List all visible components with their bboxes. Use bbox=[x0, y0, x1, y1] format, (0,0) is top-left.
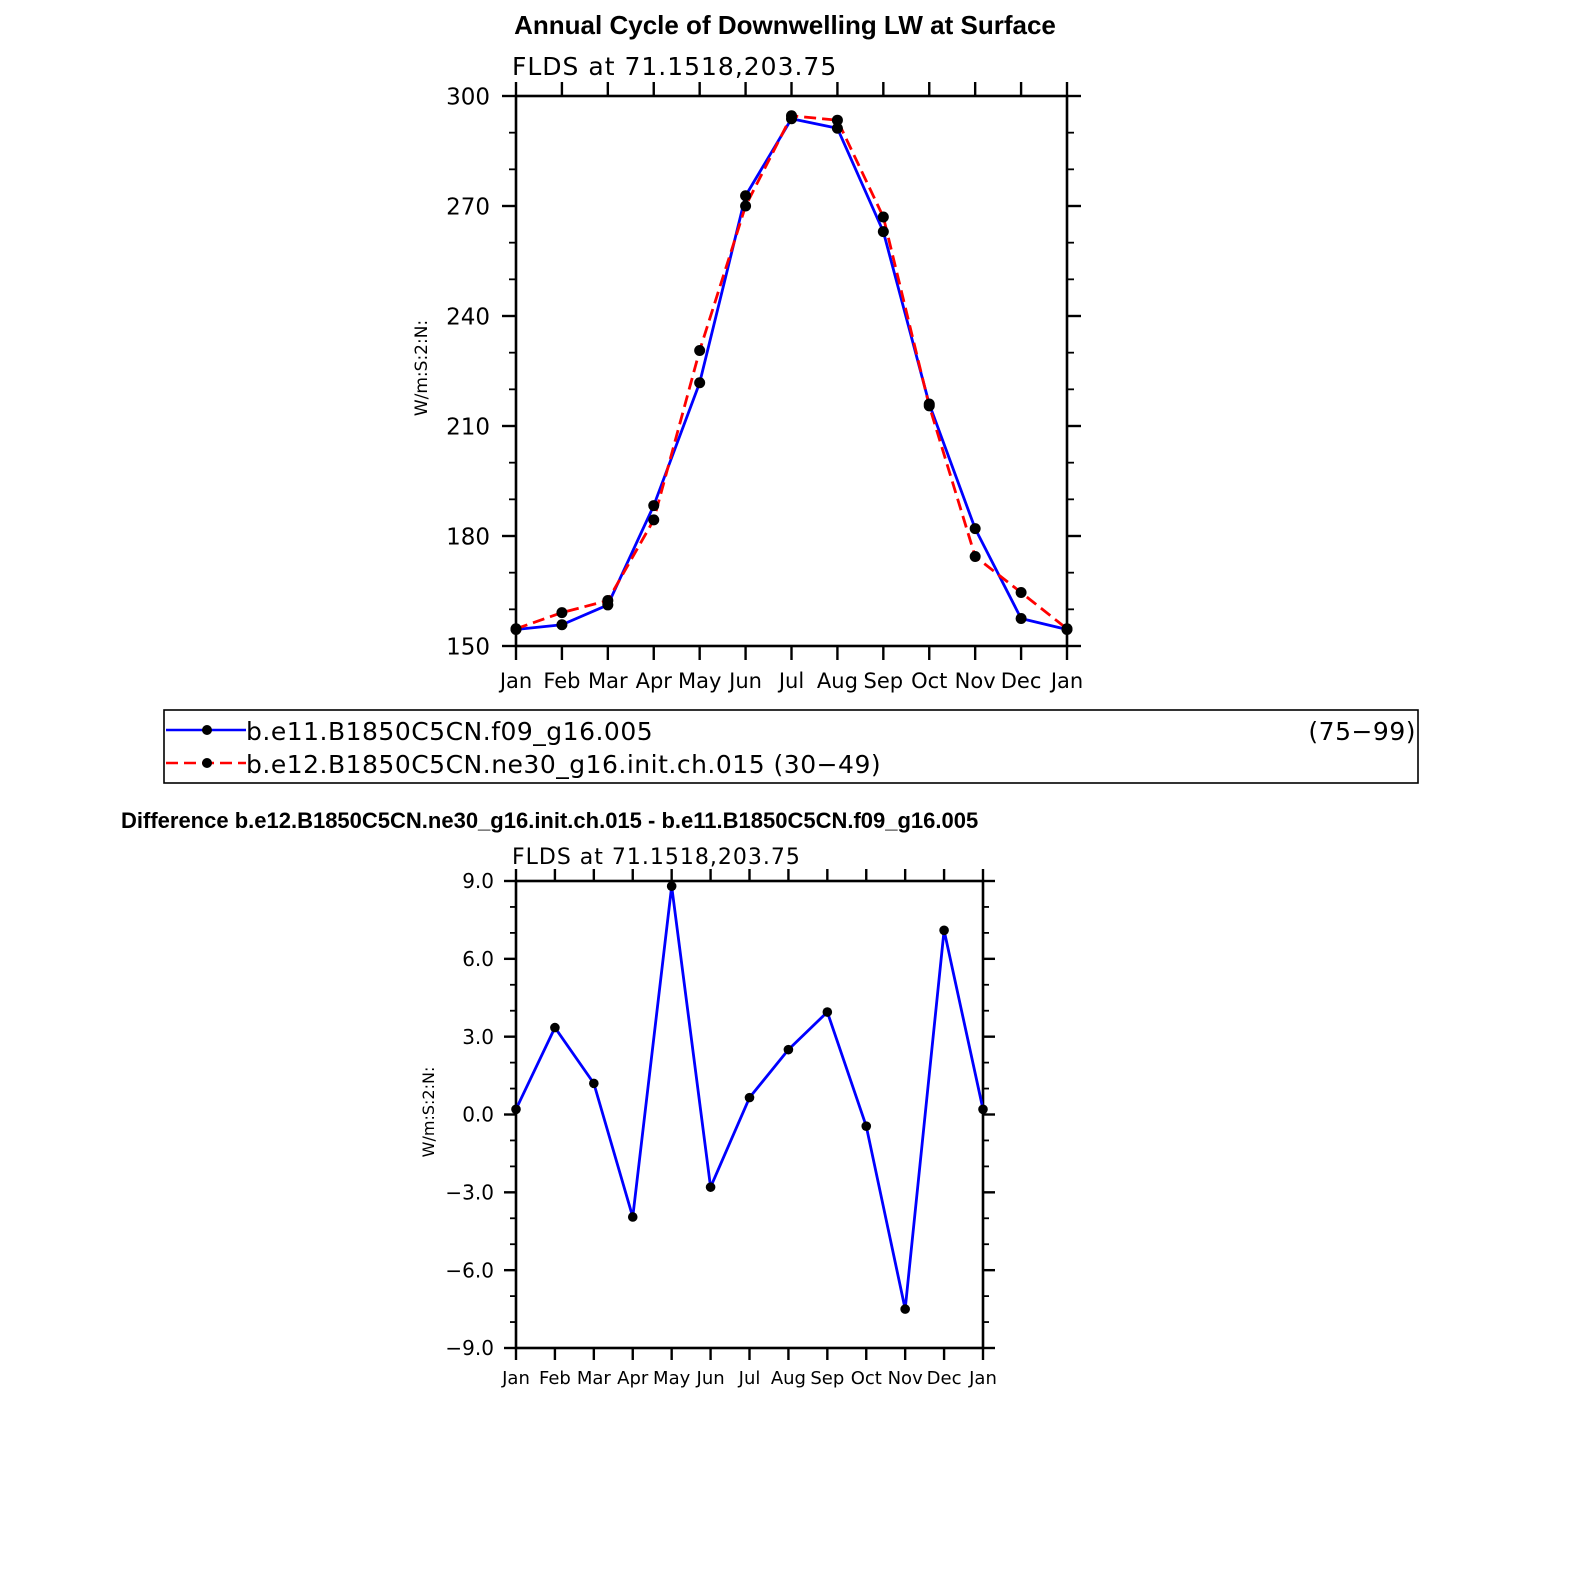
top-data-point-1 bbox=[1061, 623, 1073, 635]
legend-label-model1: b.e11.B1850C5CN.f09_g16.005 bbox=[246, 717, 653, 746]
top-data-point-0 bbox=[969, 523, 981, 535]
bottom-data-point-0 bbox=[511, 1104, 521, 1115]
bottom-y-tick-label: −9.0 bbox=[445, 1336, 494, 1360]
legend-marker-red bbox=[202, 758, 212, 768]
bottom-data-point-0 bbox=[861, 1121, 872, 1131]
top-data-point-0 bbox=[648, 500, 660, 512]
top-data-point-1 bbox=[602, 595, 614, 607]
bottom-y-tick-label: 6.0 bbox=[462, 947, 494, 971]
bottom-y-tick-label: −6.0 bbox=[445, 1258, 494, 1282]
top-data-point-1 bbox=[831, 114, 843, 126]
top-data-point-1 bbox=[1015, 586, 1027, 598]
figure-title: Annual Cycle of Downwelling LW at Surfac… bbox=[514, 10, 1056, 40]
bottom-data-point-0 bbox=[822, 1007, 833, 1017]
top-y-tick-label: 300 bbox=[446, 84, 490, 110]
bottom-x-tick-label: Jan bbox=[501, 1368, 530, 1389]
top-data-point-1 bbox=[556, 607, 568, 619]
legend-label-model1-years: (75−99) bbox=[1308, 717, 1416, 746]
top-series-line-0 bbox=[515, 117, 1068, 631]
bottom-data-point-0 bbox=[589, 1078, 599, 1089]
bottom-data-point-0 bbox=[550, 1022, 560, 1033]
top-data-point-0 bbox=[877, 226, 889, 238]
bottom-data-point-0 bbox=[666, 881, 677, 891]
top-subtitle: FLDS at 71.1518,203.75 bbox=[512, 52, 837, 81]
bottom-y-tick-label: 0.0 bbox=[462, 1103, 494, 1127]
bottom-x-tick-label: Apr bbox=[617, 1368, 649, 1389]
top-x-tick-label: Sep bbox=[864, 669, 904, 693]
top-y-axis-label: W/m:S:2:N: bbox=[412, 320, 432, 416]
bottom-x-tick-label: Oct bbox=[851, 1368, 882, 1389]
bottom-data-point-0 bbox=[627, 1212, 638, 1222]
top-data-point-1 bbox=[694, 344, 706, 356]
top-x-tick-label: Jun bbox=[727, 669, 762, 693]
top-chart-plot: Jan Feb Mar Apr May Jun Jul Aug Sep Oct Nov Dec Jan 1… bbox=[446, 82, 1083, 693]
bottom-x-tick-label: Feb bbox=[539, 1368, 571, 1389]
top-x-tick-label: Oct bbox=[911, 669, 947, 693]
top-data-point-1 bbox=[648, 514, 660, 526]
bottom-data-point-0 bbox=[783, 1044, 794, 1055]
top-y-tick-label: 270 bbox=[446, 194, 490, 220]
bottom-data-point-0 bbox=[939, 925, 949, 936]
legend-box bbox=[163, 709, 1419, 784]
top-plot-frame bbox=[514, 94, 1069, 648]
top-data-point-1 bbox=[786, 110, 797, 122]
bottom-x-tick-label: Nov bbox=[888, 1368, 923, 1389]
top-data-point-1 bbox=[969, 551, 981, 563]
top-data-point-1 bbox=[740, 200, 752, 212]
bottom-x-tick-label: Dec bbox=[927, 1368, 962, 1389]
top-x-tick-label: Mar bbox=[588, 669, 628, 693]
top-data-point-1 bbox=[877, 211, 889, 223]
top-x-tick-label: Apr bbox=[636, 669, 673, 693]
top-data-point-0 bbox=[1015, 613, 1027, 624]
bottom-y-tick-label: 3.0 bbox=[462, 1025, 494, 1049]
bottom-x-tick-label: Jul bbox=[738, 1368, 761, 1389]
top-data-point-0 bbox=[556, 619, 568, 631]
bottom-x-tick-label: Aug bbox=[771, 1368, 806, 1389]
top-x-tick-label: Aug bbox=[817, 669, 858, 693]
top-y-tick-label: 150 bbox=[446, 634, 490, 660]
bottom-x-tick-label: May bbox=[653, 1368, 691, 1389]
top-data-point-0 bbox=[740, 190, 752, 202]
top-x-tick-label: Jan bbox=[1049, 669, 1083, 693]
bottom-subtitle: FLDS at 71.1518,203.75 bbox=[512, 845, 801, 870]
bottom-y-axis-label: W/m:S:2:N: bbox=[419, 1067, 438, 1158]
bottom-data-point-0 bbox=[705, 1182, 716, 1192]
bottom-plot-frame bbox=[514, 879, 985, 1350]
bottom-x-tick-label: Jan bbox=[968, 1368, 997, 1389]
bottom-x-tick-label: Sep bbox=[810, 1368, 844, 1389]
top-y-tick-label: 180 bbox=[446, 524, 490, 550]
bottom-data-point-0 bbox=[900, 1304, 910, 1314]
bottom-y-tick-label: 9.0 bbox=[462, 869, 494, 893]
top-x-tick-label: May bbox=[678, 669, 721, 693]
top-x-tick-label: Jul bbox=[777, 669, 804, 693]
top-y-tick-label: 210 bbox=[446, 414, 490, 440]
top-series-line-1 bbox=[515, 114, 1068, 631]
top-data-point-1 bbox=[923, 400, 935, 412]
top-x-tick-label: Dec bbox=[1001, 669, 1042, 693]
bottom-chart-plot: Jan Feb Mar Apr May Jun Jul Aug Sep Oct Nov Dec Jan−… bbox=[445, 869, 997, 1389]
top-data-point-0 bbox=[694, 377, 706, 389]
bottom-data-point-0 bbox=[978, 1104, 988, 1115]
top-data-point-0 bbox=[831, 122, 843, 134]
legend-label-model2: b.e12.B1850C5CN.ne30_g16.init.ch.015 (30… bbox=[246, 750, 881, 779]
bottom-x-tick-label: Jun bbox=[696, 1368, 725, 1389]
bottom-data-point-0 bbox=[744, 1092, 755, 1103]
top-data-point-1 bbox=[510, 623, 522, 635]
top-x-tick-label: Feb bbox=[543, 669, 580, 693]
difference-title: Difference b.e12.B1850C5CN.ne30_g16.init… bbox=[121, 808, 978, 833]
top-x-tick-label: Nov bbox=[955, 669, 996, 693]
bottom-y-tick-label: −3.0 bbox=[445, 1181, 494, 1205]
bottom-x-tick-label: Mar bbox=[577, 1368, 612, 1389]
legend-marker-blue bbox=[202, 725, 212, 735]
top-x-tick-label: Jan bbox=[498, 669, 532, 693]
top-y-tick-label: 240 bbox=[446, 304, 490, 330]
